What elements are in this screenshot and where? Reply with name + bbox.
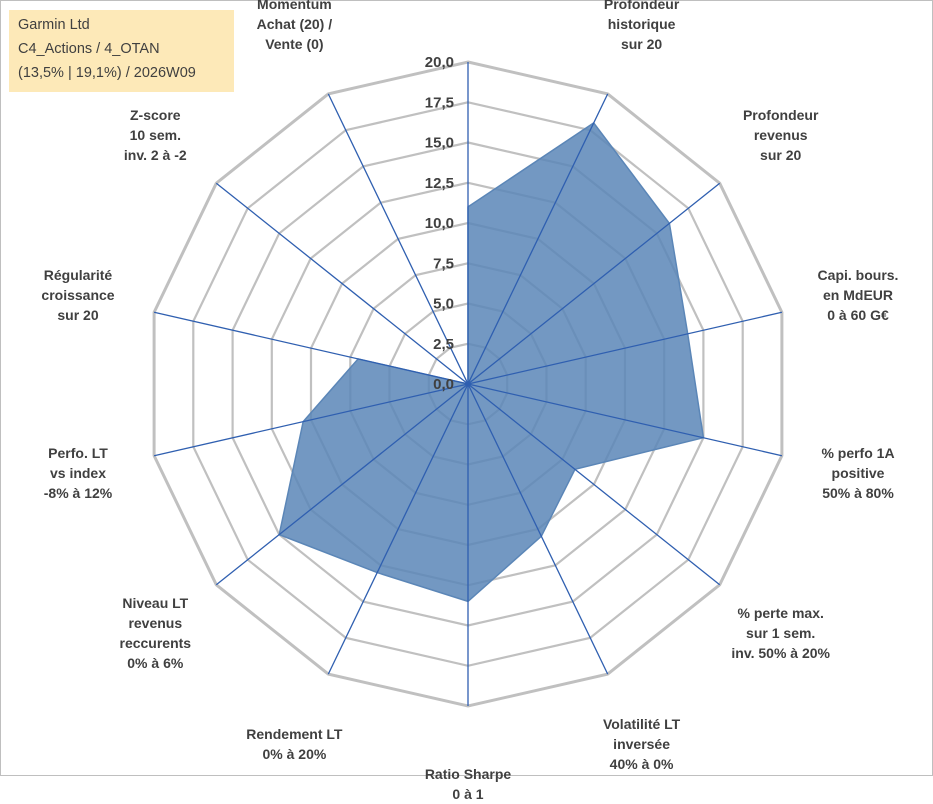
series-area bbox=[278, 121, 705, 603]
axis-label: Niveau LT revenus reccurents 0% à 6% bbox=[119, 595, 192, 672]
axis-spoke bbox=[327, 93, 469, 385]
axis-spoke bbox=[327, 383, 469, 675]
axis-label: % perte max. sur 1 sem. inv. 50% à 20% bbox=[731, 605, 830, 662]
axis-label: Ratio Sharpe 0 à 1 bbox=[424, 766, 512, 802]
axis-label: Régularité croissance sur 20 bbox=[41, 267, 115, 323]
axis-label: Perfo. LT vs index -8% à 12% bbox=[43, 445, 113, 501]
axis-spoke bbox=[153, 311, 469, 385]
axis-label: Profondeur historique sur 20 bbox=[603, 0, 680, 52]
axis-spoke bbox=[467, 383, 783, 457]
axis-spoke bbox=[467, 383, 721, 586]
axis-spoke bbox=[153, 383, 469, 457]
tick-label: 5,0 bbox=[433, 296, 454, 313]
axis-label: % perfo 1A positive 50% à 80% bbox=[821, 445, 895, 501]
tick-label: 0,0 bbox=[433, 376, 454, 393]
info-box: Garmin Ltd C4_Actions / 4_OTAN (13,5% | … bbox=[9, 10, 234, 92]
info-stats: (13,5% | 19,1%) / 2026W09 bbox=[18, 65, 196, 81]
tick-label: 15,0 bbox=[425, 135, 454, 152]
tick-layer: 0,0 2,5 5,0 7,5 10,0 12,5 15,0 17,5 20,0 bbox=[425, 54, 454, 393]
tick-label: 20,0 bbox=[425, 54, 454, 71]
axis-spoke bbox=[467, 182, 721, 385]
tick-label: 17,5 bbox=[425, 94, 454, 111]
axis-spoke bbox=[467, 311, 783, 385]
axis-spoke bbox=[467, 383, 609, 675]
spoke-layer bbox=[153, 62, 783, 706]
axis-spoke bbox=[215, 383, 469, 586]
tick-label: 12,5 bbox=[425, 175, 454, 192]
tick-label: 7,5 bbox=[433, 255, 454, 272]
info-title: Garmin Ltd bbox=[18, 17, 90, 33]
radar-chart: 0,0 2,5 5,0 7,5 10,0 12,5 15,0 17,5 20,0 bbox=[152, 54, 784, 708]
info-category: C4_Actions / 4_OTAN bbox=[18, 41, 160, 57]
axis-label: Momentum Achat (20) / Vente (0) bbox=[256, 0, 333, 52]
axis-label: Rendement LT 0% à 20% bbox=[246, 726, 343, 763]
axis-label: Capi. bours. en MdEUR 0 à 60 G€ bbox=[817, 267, 899, 323]
axis-label: Z-score 10 sem. inv. 2 à -2 bbox=[123, 106, 187, 163]
axis-label: Volatilité LT inversée 40% à 0% bbox=[602, 716, 681, 773]
axis-label: Profondeur revenus sur 20 bbox=[742, 106, 819, 163]
axis-label: NoteESG sur 20 bbox=[431, 0, 506, 4]
series-layer bbox=[278, 121, 705, 603]
tick-label: 10,0 bbox=[425, 215, 454, 232]
axis-spoke bbox=[467, 93, 609, 385]
axis-spoke bbox=[215, 182, 469, 385]
tick-label: 2,5 bbox=[433, 336, 454, 353]
